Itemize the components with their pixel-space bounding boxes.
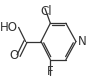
Text: HO: HO — [0, 21, 18, 34]
Text: N: N — [78, 35, 87, 48]
Text: O: O — [9, 49, 18, 62]
Text: F: F — [47, 65, 54, 78]
Text: Cl: Cl — [40, 5, 52, 18]
